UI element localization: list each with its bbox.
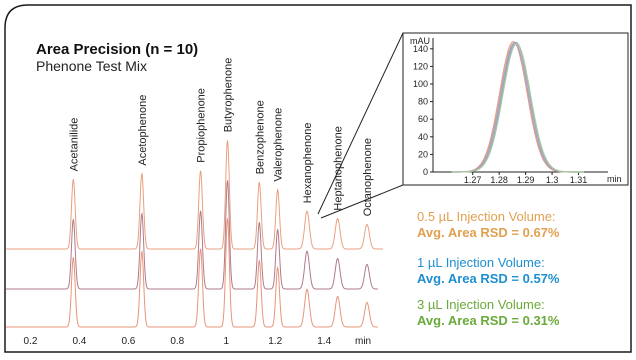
figure-border: [4, 4, 632, 353]
inset-y-tick-label: 0: [423, 167, 428, 177]
trace-3-ul: [6, 218, 378, 328]
peak-label-heptanophenone: Heptanophenone: [333, 126, 345, 210]
peak-label-acetophenone: Acetophenone: [137, 95, 149, 166]
x-axis-label: min: [355, 336, 371, 347]
peak-label-propiophenone: Propiophenone: [196, 88, 208, 163]
inset-y-tick-label: 80: [418, 97, 428, 107]
annotation-label-3: 3 µL Injection Volume:: [417, 297, 545, 312]
zoom-line-bottom: [320, 184, 404, 219]
peak-label-butyrophenone: Butyrophenone: [223, 58, 235, 133]
x-tick-label: 1.2: [268, 336, 282, 347]
x-tick-label: 1: [224, 336, 230, 347]
annotation-value-1: Avg. Area RSD = 0.67%: [417, 225, 560, 240]
inset-overlay-trace: [451, 42, 584, 173]
annotation-value-2: Avg. Area RSD = 0.57%: [417, 271, 560, 286]
x-tick-label: 1.4: [317, 336, 331, 347]
x-axis: min 0.2 0.4 0.6 0.8 1 1.2 1.4: [24, 336, 372, 347]
peak-label-octanophenone: Octanophenone: [362, 138, 374, 216]
inset-frame: [402, 32, 629, 186]
inset-chart: mAU min 0 20 40 60 80 100 120 140 1.27 1.28 1.29 1.…: [402, 32, 629, 186]
peak-labels: Acetanilide Acetophenone Propiophenone Buty…: [68, 58, 374, 217]
x-tick-label: 0.6: [121, 336, 135, 347]
zoom-line-top: [317, 32, 404, 215]
peak-label-acetanilide: Acetanilide: [68, 118, 80, 172]
peak-label-hexanophenone: Hexanophenone: [302, 123, 314, 204]
peak-label-valerophenone: Valerophenone: [273, 108, 285, 182]
trace-0.5-ul: [6, 140, 383, 250]
inset-x-tick-label: 1.31: [570, 175, 588, 185]
x-tick-label: 0.8: [170, 336, 184, 347]
inset-x-tick-label: 1.28: [490, 175, 508, 185]
inset-y-axis-label: mAU: [410, 36, 430, 46]
chart-title: Area Precision (n = 10): [36, 41, 198, 58]
inset-x-tick-label: 1.3: [546, 175, 559, 185]
x-tick-label: 0.4: [72, 336, 86, 347]
inset-y-tick-label: 60: [418, 114, 428, 124]
annotation-label-1: 0.5 µL Injection Volume:: [417, 209, 556, 224]
inset-y-tick-label: 120: [413, 61, 428, 71]
zoom-callout-lines: [317, 32, 404, 219]
peak-label-benzophenone: Benzophenone: [254, 100, 266, 174]
inset-y-tick-label: 40: [418, 132, 428, 142]
chromatogram-traces: [6, 140, 383, 328]
inset-y-tick-label: 100: [413, 79, 428, 89]
inset-x-tick-label: 1.29: [517, 175, 535, 185]
inset-x-tick-label: 1.27: [464, 175, 482, 185]
x-tick-label: 0.2: [24, 336, 38, 347]
annotation-value-3: Avg. Area RSD = 0.31%: [417, 313, 560, 328]
annotation-block: 0.5 µL Injection Volume: Avg. Area RSD =…: [417, 209, 560, 328]
chart-subtitle: Phenone Test Mix: [36, 58, 147, 74]
annotation-label-2: 1 µL Injection Volume:: [417, 255, 545, 270]
inset-y-tick-label: 140: [413, 44, 428, 54]
trace-1-ul: [6, 180, 378, 290]
inset-y-tick-label: 20: [418, 149, 428, 159]
inset-x-axis-label: min: [607, 174, 622, 184]
